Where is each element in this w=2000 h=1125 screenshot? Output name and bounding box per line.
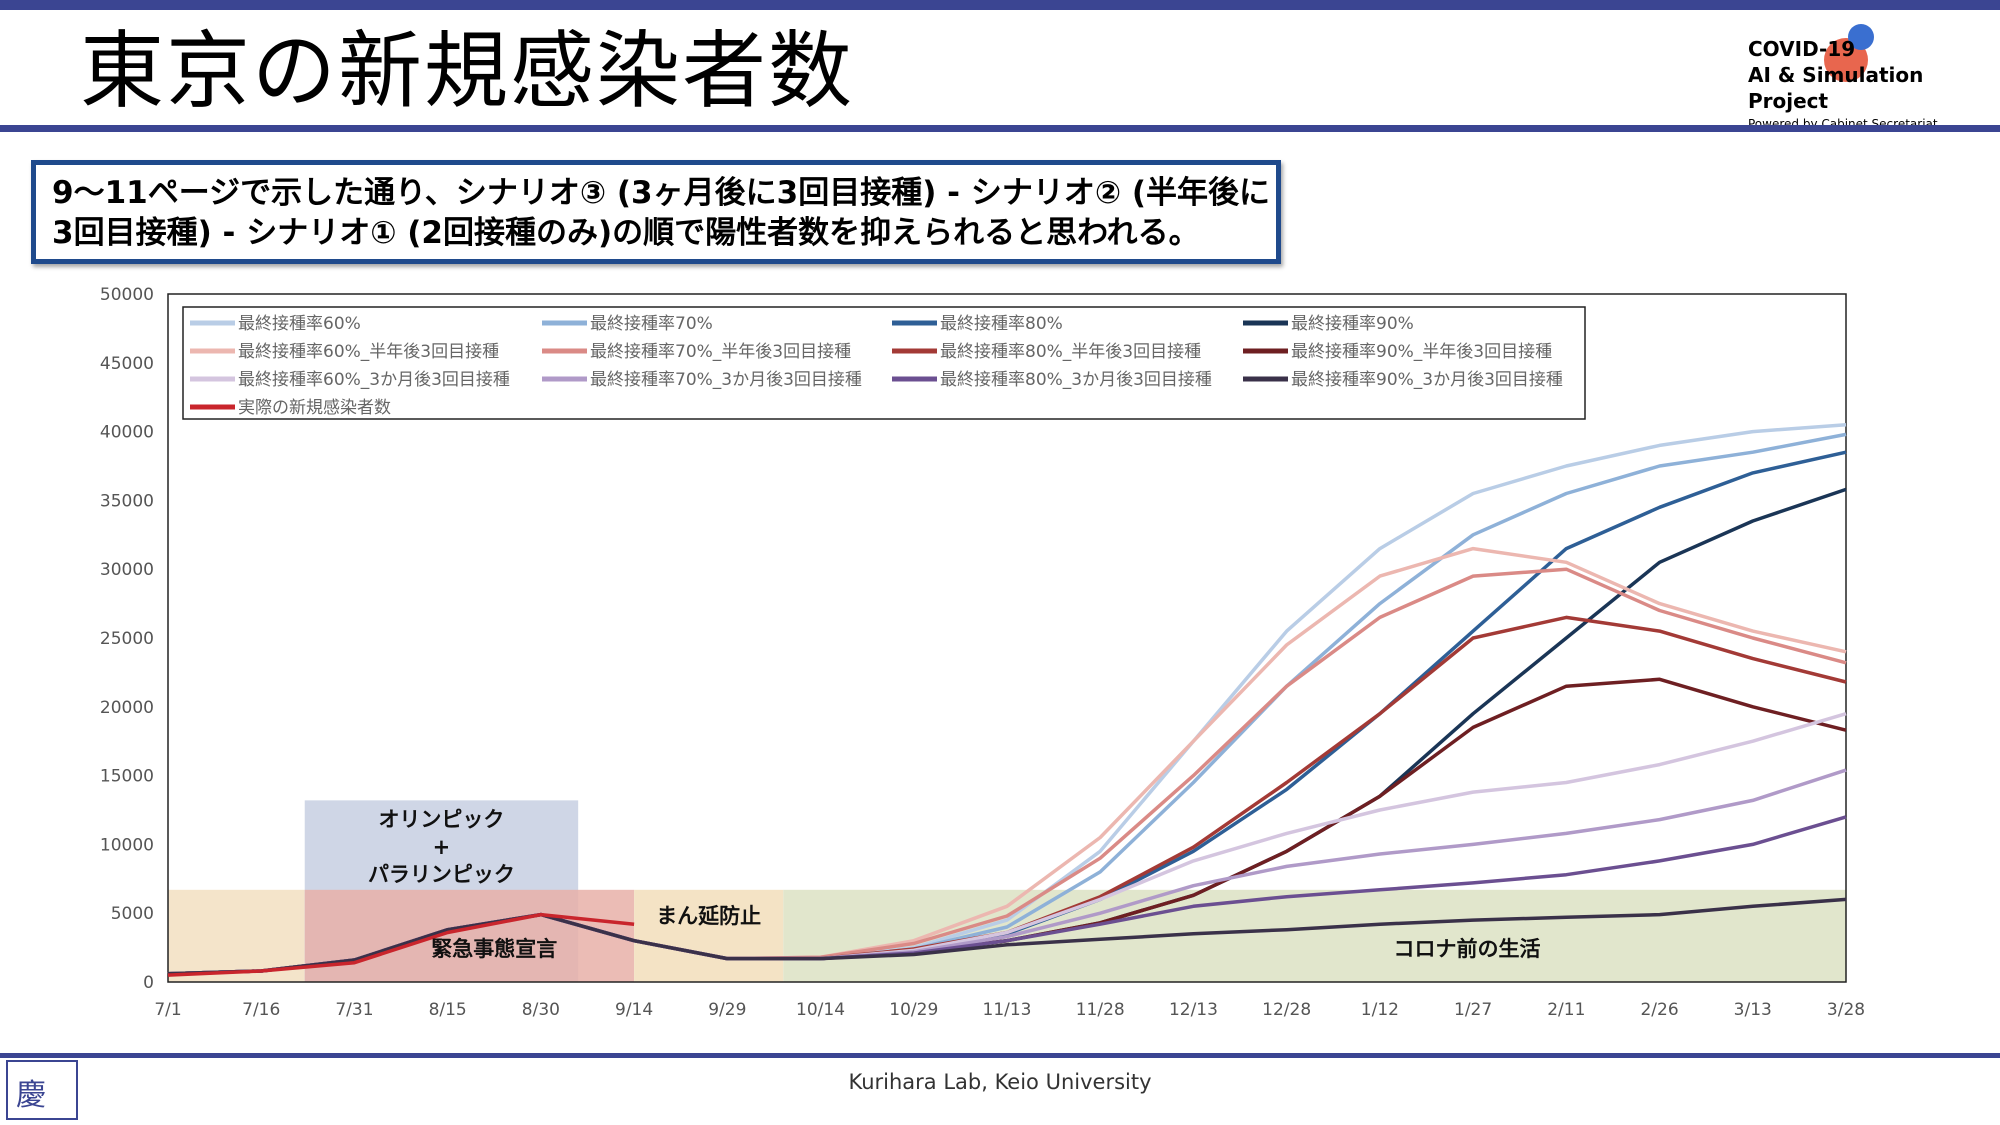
legend-label: 最終接種率80% [940,314,1063,334]
x-tick-label: 10/29 [889,1000,938,1020]
annotation-label: まん延防止 [656,904,761,928]
y-tick-label: 25000 [100,629,154,649]
x-tick-label: 8/15 [429,1000,467,1020]
y-tick-label: 20000 [100,698,154,718]
annotation-label: + [433,835,451,859]
x-tick-label: 2/11 [1547,1000,1585,1020]
axes: 0 5000 10000 15000 20000 25000 30000 35000 40000… [100,285,1865,1020]
plot-frame [167,293,1847,983]
legend: 最終接種率60% 最終接種率70% 最終接種率80% 最終接種率90% 最終接種率60%… [182,306,1586,420]
slide-title: 東京の新規感染者数 [80,22,855,120]
logo-blue-dot [1848,24,1874,50]
x-tick-label: 7/16 [242,1000,280,1020]
top-bar [0,0,2000,10]
y-tick-label: 15000 [100,767,154,787]
semi-emergency-region [634,889,784,982]
y-tick-label: 35000 [100,491,154,511]
x-tick-label: 1/27 [1454,1000,1492,1020]
series-line [167,912,635,977]
annotation-label: オリンピック [378,808,504,832]
annotation-label: コロナ前の生活 [1394,937,1541,961]
x-tick-label: 2/26 [1640,1000,1678,1020]
x-tick-label: 12/28 [1262,1000,1311,1020]
legend-label: 最終接種率60%_半年後3回目接種 [238,342,499,362]
y-tick-label: 30000 [100,560,154,580]
x-tick-label: 11/28 [1076,1000,1125,1020]
series-line [167,897,1847,976]
annotation-label: パラリンピック [368,863,515,887]
legend-label: 最終接種率90%_3か月後3回目接種 [1291,370,1563,390]
y-tick-label: 10000 [100,835,154,855]
x-tick-label: 3/28 [1827,1000,1865,1020]
legend-label: 実際の新規感染者数 [238,398,391,418]
legend-label: 最終接種率60% [238,314,361,334]
x-tick-label: 1/12 [1361,1000,1399,1020]
legend-label: 最終接種率70% [590,314,713,334]
policy-regions [168,800,1847,982]
legend-label: 最終接種率70%_3か月後3回目接種 [590,370,862,390]
y-tick-label: 45000 [100,354,154,374]
normal-life-region [783,889,1847,982]
callout-text: 9～11ページで示した通り、シナリオ③ (3ヶ月後に3回目接種) - シナリオ②… [52,175,1271,251]
x-tick-label: 9/29 [708,1000,746,1020]
legend-label: 最終接種率60%_3か月後3回目接種 [238,370,510,390]
project-logo: COVID-19 AI & Simulation Project Powered… [1740,20,1990,131]
logo-line2: AI & Simulation Project [1748,63,1924,113]
series-lines [167,422,1847,977]
university-logo: 慶 [6,1060,78,1120]
legend-box [182,306,1586,420]
university-logo-glyph: 慶 [16,1078,46,1113]
x-tick-label: 12/13 [1169,1000,1218,1020]
header-rule [0,125,2000,132]
x-tick-label: 3/13 [1734,1000,1772,1020]
summary-callout: 9～11ページで示した通り、シナリオ③ (3ヶ月後に3回目接種) - シナリオ②… [31,160,1281,264]
y-tick-label: 5000 [111,904,154,924]
x-tick-label: 9/14 [615,1000,653,1020]
emergency-region [304,889,635,982]
legend-label: 最終接種率80%_3か月後3回目接種 [940,370,1212,390]
legend-label: 最終接種率80%_半年後3回目接種 [940,342,1201,362]
x-tick-label: 7/31 [335,1000,373,1020]
legend-label: 最終接種率90%_半年後3回目接種 [1291,342,1552,362]
logo-line1: COVID-19 [1748,37,1856,61]
footer-text: Kurihara Lab, Keio University [848,1070,1152,1094]
annotation-label: 緊急事態宣言 [431,937,557,961]
x-tick-label: 11/13 [983,1000,1032,1020]
y-tick-label: 40000 [100,423,154,443]
x-tick-label: 10/14 [796,1000,845,1020]
y-tick-label: 50000 [100,285,154,305]
legend-label: 最終接種率70%_半年後3回目接種 [590,342,851,362]
infection-chart: 0 5000 10000 15000 20000 25000 30000 35000 40000… [100,285,1865,1020]
region-prestate [168,889,305,982]
footer-rule [0,1053,2000,1058]
x-tick-label: 8/30 [522,1000,560,1020]
legend-label: 最終接種率90% [1291,314,1414,334]
y-tick-label: 0 [143,973,154,993]
x-tick-label: 7/1 [154,1000,181,1020]
